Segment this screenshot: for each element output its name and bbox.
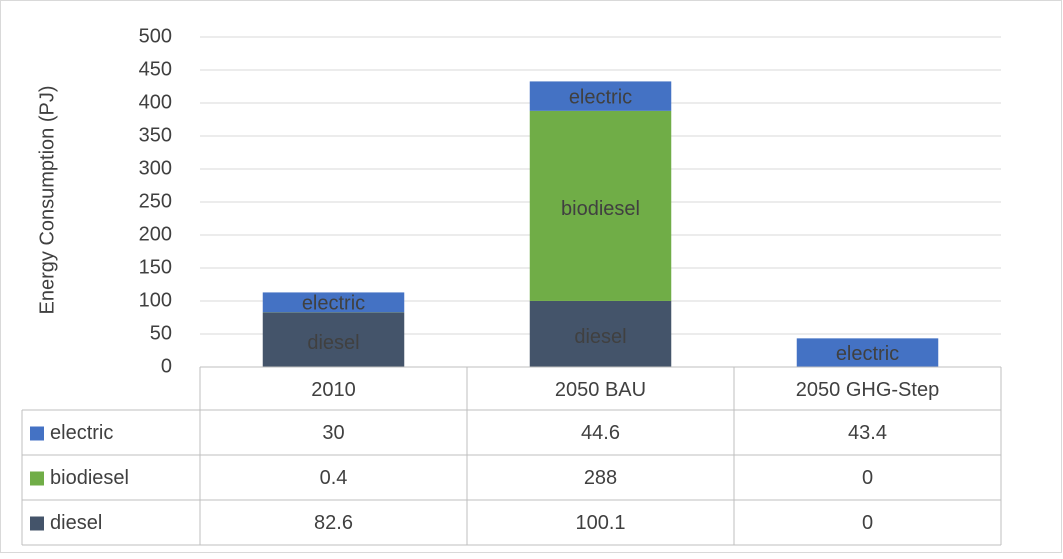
legend-label: electric (50, 422, 113, 444)
y-tick-label: 0 (161, 355, 172, 377)
segment-label: biodiesel (561, 198, 640, 220)
legend-swatch (30, 427, 44, 441)
table-value: 82.6 (314, 512, 353, 534)
y-tick-label: 500 (139, 25, 172, 47)
x-tick-label: 2010 (311, 379, 356, 401)
segment-label: electric (569, 86, 632, 108)
segment-label: electric (302, 293, 365, 315)
legend-swatch (30, 472, 44, 486)
x-tick-label: 2050 BAU (555, 379, 646, 401)
y-axis-title: Energy Consumption (PJ) (36, 86, 58, 315)
y-tick-label: 100 (139, 289, 172, 311)
table-value: 0.4 (320, 467, 348, 489)
y-tick-label: 350 (139, 124, 172, 146)
y-tick-label: 450 (139, 58, 172, 80)
legend-swatch (30, 517, 44, 531)
y-tick-label: 200 (139, 223, 172, 245)
table-value: 43.4 (848, 422, 887, 444)
y-tick-label: 300 (139, 157, 172, 179)
segment-label: electric (836, 343, 899, 365)
table-value: 0 (862, 467, 873, 489)
table-value: 44.6 (581, 422, 620, 444)
y-tick-label: 400 (139, 91, 172, 113)
table-value: 30 (322, 422, 344, 444)
x-tick-label: 2050 GHG-Step (796, 379, 939, 401)
segment-label: diesel (574, 326, 626, 348)
y-tick-label: 50 (150, 322, 172, 344)
legend-label: diesel (50, 512, 102, 534)
y-tick-label: 250 (139, 190, 172, 212)
table-value: 100.1 (575, 512, 625, 534)
table-value: 0 (862, 512, 873, 534)
y-tick-label: 150 (139, 256, 172, 278)
legend-label: biodiesel (50, 467, 129, 489)
segment-label: diesel (307, 332, 359, 354)
table-value: 288 (584, 467, 617, 489)
